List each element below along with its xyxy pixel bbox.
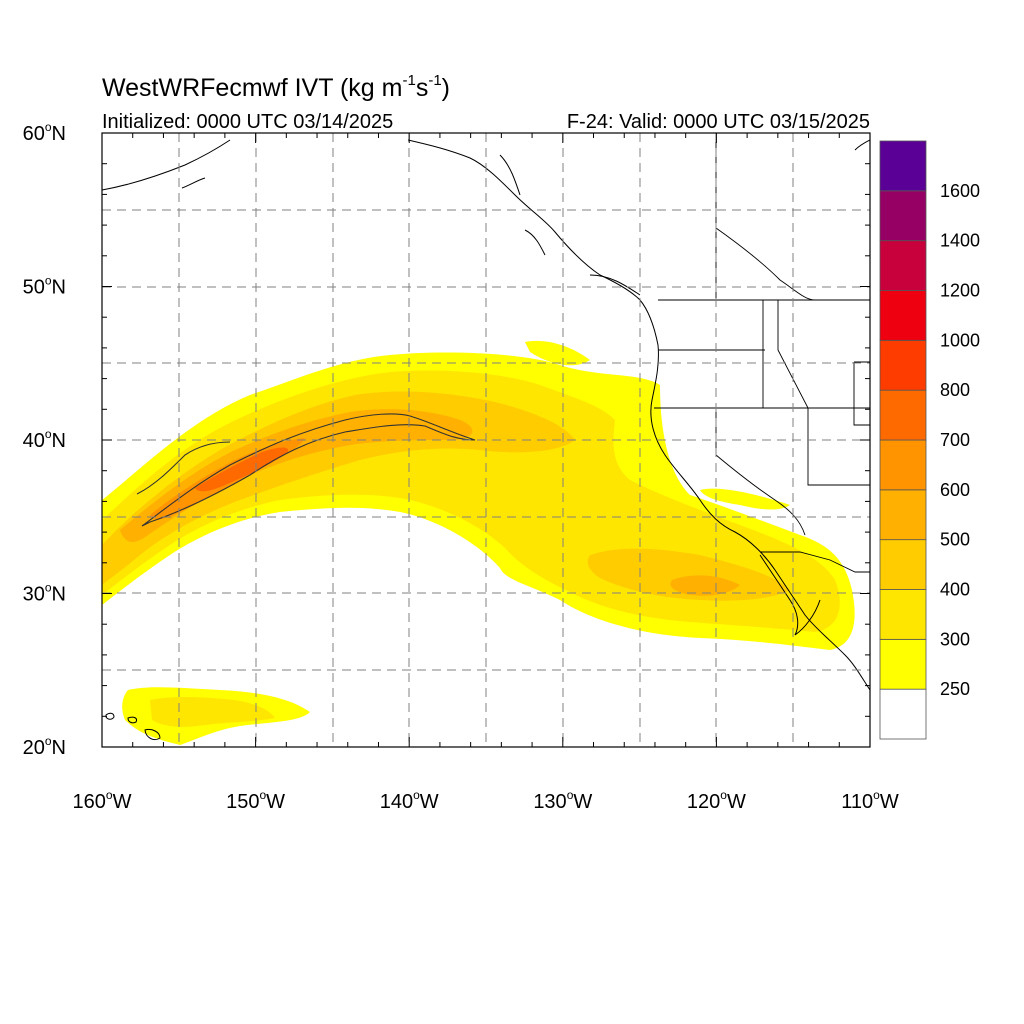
x-tick-label: 150oW bbox=[226, 788, 285, 813]
colorbar-swatch bbox=[879, 240, 927, 291]
colorbar-swatch bbox=[879, 439, 927, 491]
x-tick-label: 120oW bbox=[687, 788, 746, 813]
y-tick-label: 60oN bbox=[23, 120, 66, 145]
colorbar-label: 700 bbox=[940, 430, 970, 450]
graticule bbox=[102, 133, 870, 747]
valid-time: F-24: Valid: 0000 UTC 03/15/2025 bbox=[567, 111, 870, 133]
map-field bbox=[102, 133, 870, 747]
x-tick-label: 110oW bbox=[841, 788, 899, 813]
colorbar-label: 300 bbox=[940, 629, 970, 649]
x-tick-label: 140oW bbox=[380, 788, 439, 813]
y-tick-label: 40oN bbox=[23, 427, 66, 452]
colorbar-swatch bbox=[879, 140, 927, 192]
colorbar-label: 1200 bbox=[940, 281, 980, 301]
colorbar-label: 500 bbox=[940, 530, 970, 550]
colorbar: 250 300 400 500 600 700 800 1000 1200 1400 1600 bbox=[879, 140, 980, 740]
y-tick-label: 20oN bbox=[23, 734, 66, 759]
y-axis: 60oN 50oN 40oN 30oN 20oN bbox=[23, 120, 870, 759]
ivt-contour-500 bbox=[136, 413, 476, 527]
colorbar-swatch bbox=[879, 190, 927, 242]
colorbar-label: 1000 bbox=[940, 330, 980, 350]
y-tick-label: 50oN bbox=[23, 274, 66, 299]
x-axis: 160oW 150oW 140oW 130oW 120oW 110oW bbox=[73, 133, 899, 813]
colorbar-swatch bbox=[879, 339, 927, 391]
colorbar-swatch bbox=[879, 539, 927, 590]
y-tick-label: 30oN bbox=[23, 581, 66, 606]
map-title: WestWRFecmwf IVT (kg m-1s-1) bbox=[102, 72, 450, 102]
colorbar-label: 1400 bbox=[940, 231, 980, 251]
colorbar-label: 600 bbox=[940, 480, 970, 500]
colorbar-swatch bbox=[879, 589, 927, 640]
colorbar-swatch bbox=[879, 688, 927, 740]
x-tick-label: 130oW bbox=[533, 788, 592, 813]
colorbar-swatch bbox=[879, 638, 927, 690]
ivt-band-400 bbox=[102, 391, 790, 601]
x-tick-label: 160oW bbox=[73, 788, 132, 813]
colorbar-label: 1600 bbox=[940, 181, 980, 201]
colorbar-label: 400 bbox=[940, 580, 970, 600]
colorbar-label: 800 bbox=[940, 380, 970, 400]
colorbar-swatch bbox=[879, 290, 927, 341]
coastlines bbox=[102, 139, 870, 741]
initialized-time: Initialized: 0000 UTC 03/14/2025 bbox=[102, 111, 393, 133]
colorbar-swatch bbox=[879, 489, 927, 541]
colorbar-label: 250 bbox=[940, 679, 970, 699]
ivt-band-700 bbox=[195, 447, 289, 492]
colorbar-swatch bbox=[879, 389, 927, 441]
